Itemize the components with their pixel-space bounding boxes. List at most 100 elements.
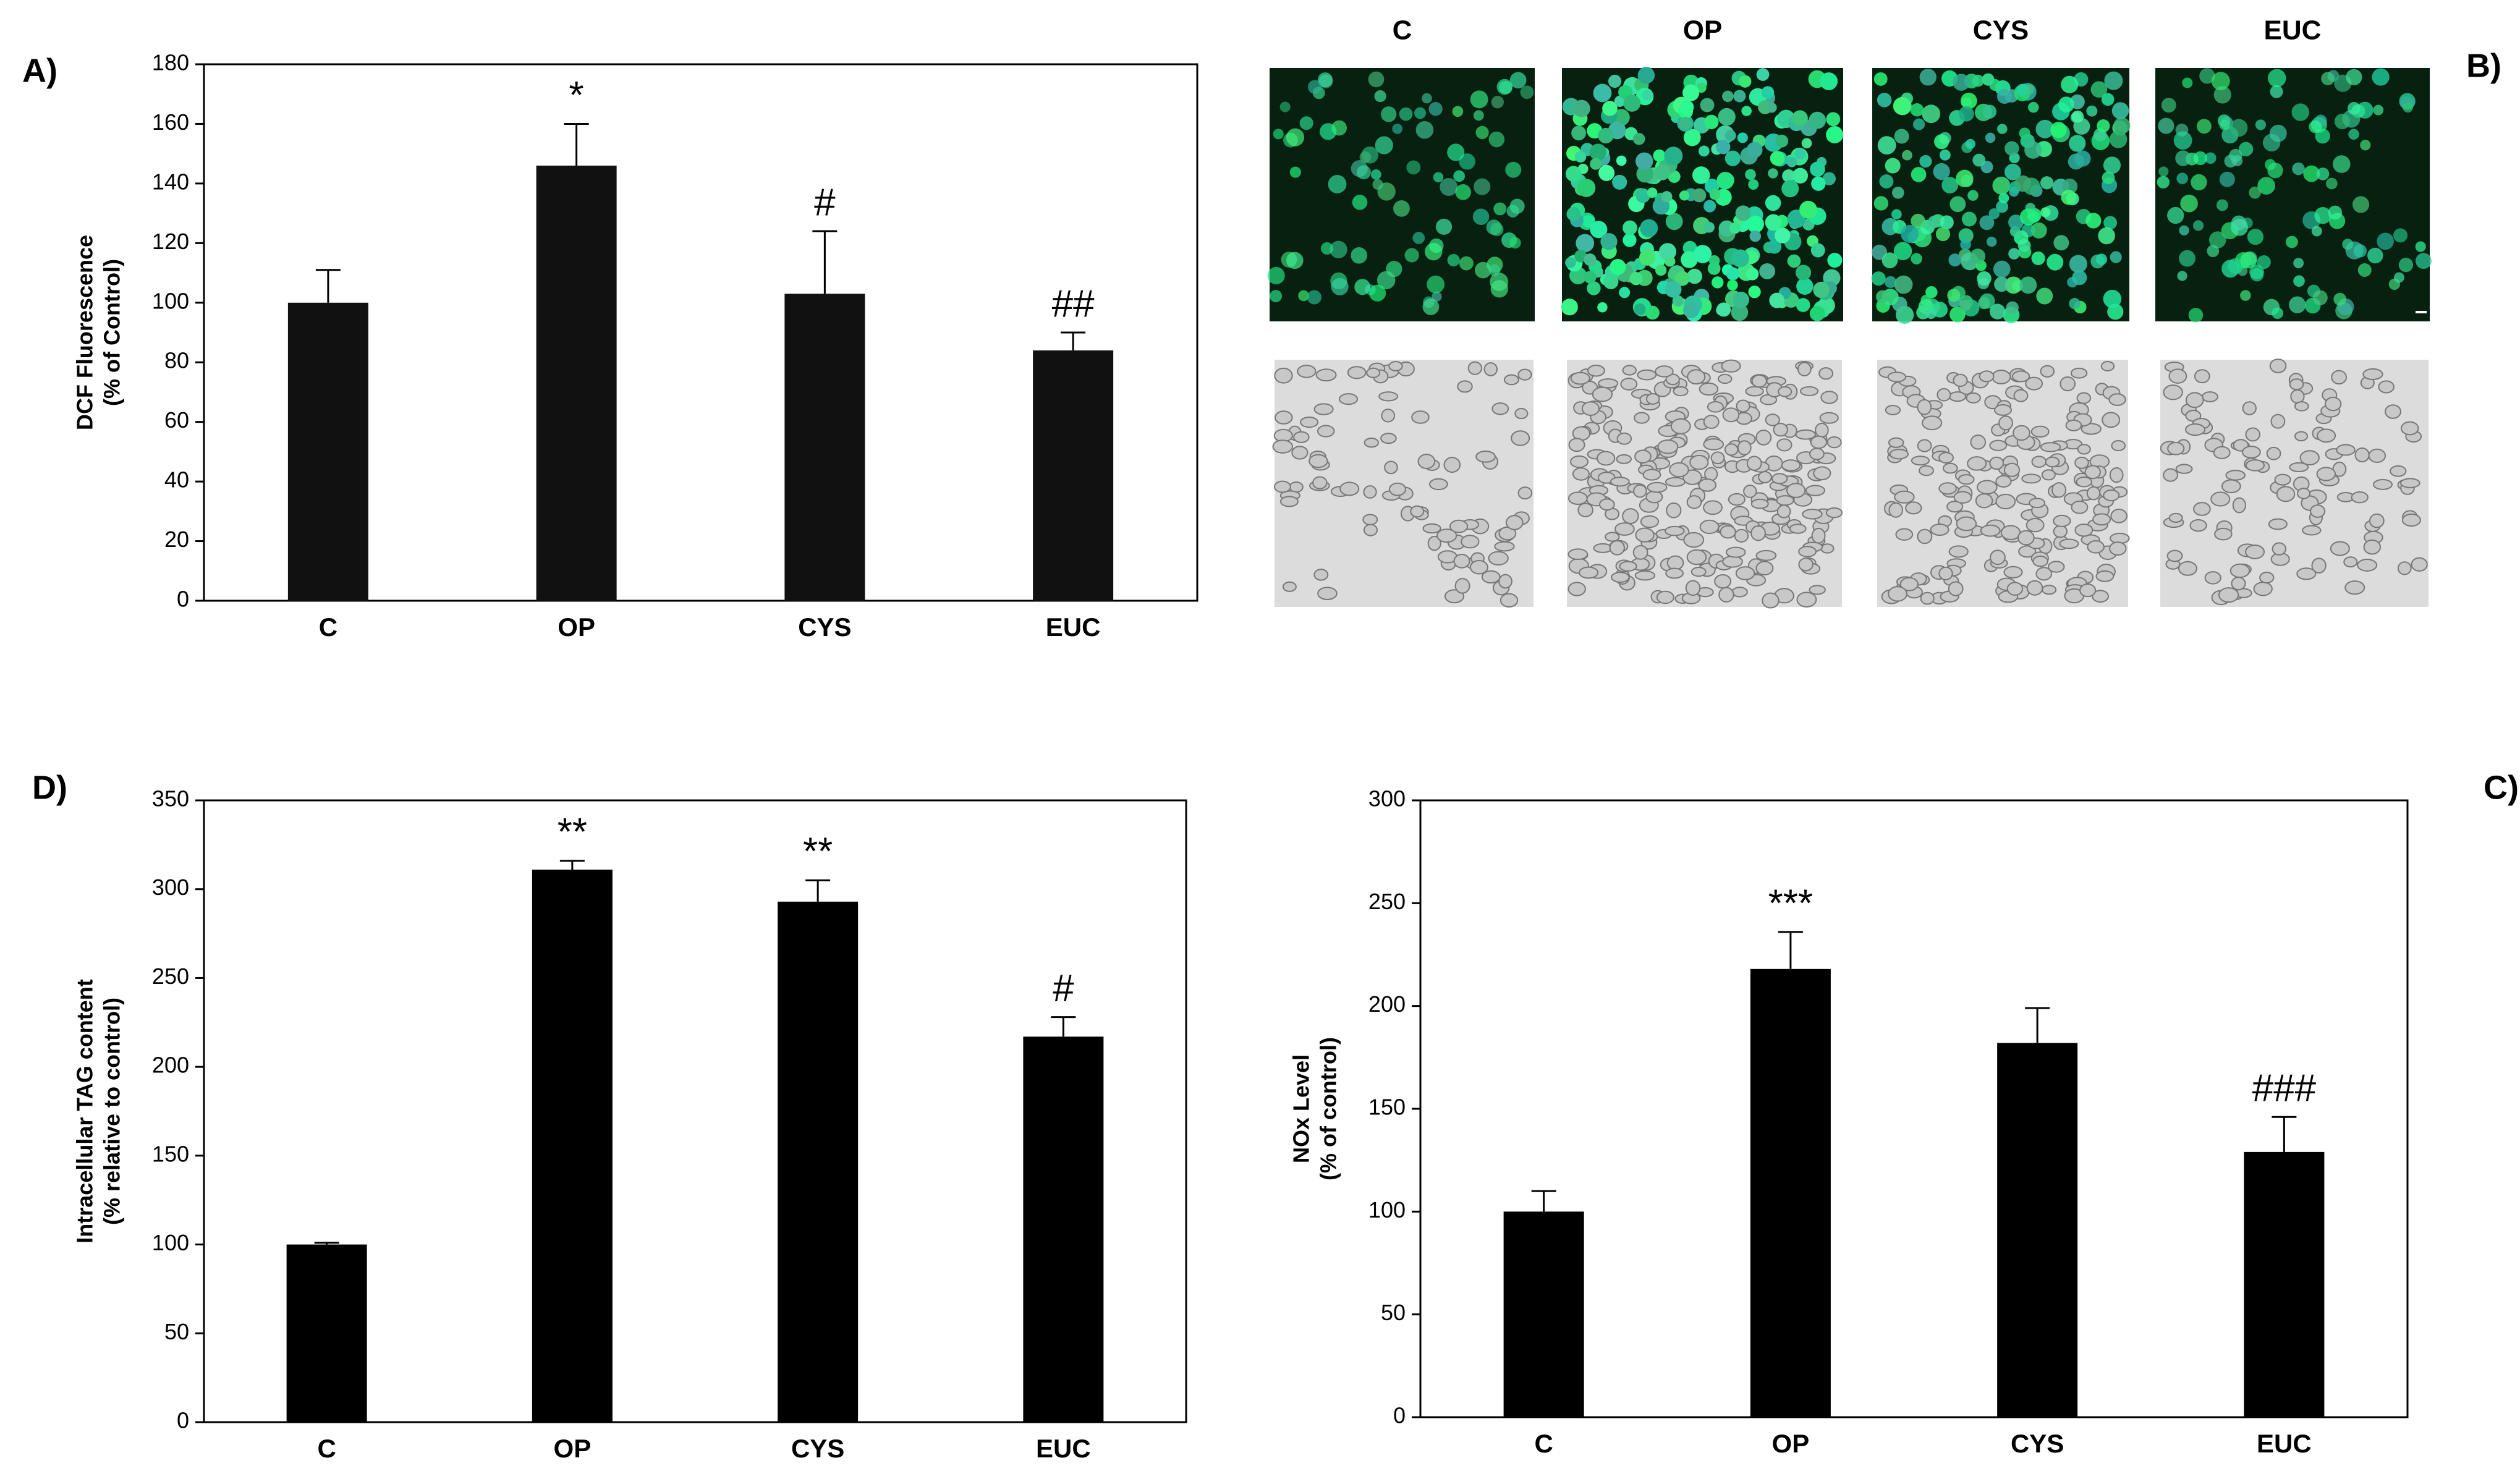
cell [1455, 184, 1471, 200]
y-tick-label: 200 [1368, 991, 1406, 1017]
cell-outline [1938, 566, 1953, 580]
cell-outline [1920, 591, 1935, 605]
cell [1756, 68, 1770, 81]
cell-outline [1673, 386, 1689, 397]
cell-outline [2110, 509, 2128, 523]
cell-outline [1724, 443, 1739, 456]
cell-outline [1634, 570, 1656, 581]
cell-outline [2163, 468, 2178, 482]
x-tick-label: EUC [1046, 612, 1101, 642]
cell [1940, 215, 1954, 230]
cell [1375, 136, 1393, 155]
y-tick-label: 50 [164, 1319, 189, 1344]
cell-outline [1797, 362, 1812, 376]
fluorescence-image [2155, 68, 2430, 321]
cell-outline [1930, 523, 1949, 536]
cell [1647, 187, 1658, 198]
x-tick-label: EUC [1036, 1434, 1091, 1463]
x-tick-label: C [317, 1434, 336, 1463]
panel-label: D) [32, 769, 67, 806]
bar [1997, 1043, 2078, 1417]
cell-outline [2053, 525, 2068, 538]
cell-outline [2289, 462, 2309, 473]
cell [1509, 72, 1527, 89]
cell [1826, 112, 1841, 127]
cell [1748, 179, 1759, 190]
cell-outline [1577, 502, 1593, 517]
cell-outline [1989, 456, 2005, 470]
cell-outline [1717, 373, 1733, 384]
cell [1298, 290, 1310, 302]
error-bar [1051, 1016, 1076, 1037]
cell-outline [1275, 410, 1293, 425]
cell [1970, 248, 1986, 264]
cell [2377, 232, 2394, 250]
cell-outline [2103, 489, 2120, 502]
cell-outline [1313, 569, 1329, 581]
cell-outline [1703, 415, 1720, 429]
cell-outline [1956, 516, 1977, 532]
cell-outline [1273, 480, 1291, 493]
cell-outline [1666, 555, 1684, 570]
cell [1703, 221, 1715, 233]
cell-outline [1363, 523, 1378, 536]
cell [1996, 88, 2013, 104]
cell-outline [2071, 500, 2089, 514]
cell-outline [1699, 382, 1719, 396]
cell [2291, 103, 2309, 121]
micrographs [1267, 67, 2432, 609]
cell [1799, 200, 1817, 219]
cell [1453, 170, 1465, 182]
cell [2373, 104, 2384, 116]
cell [1565, 166, 1582, 182]
cell-outline [1467, 361, 1483, 375]
cell-outline [2084, 465, 2101, 480]
cell [1602, 101, 1618, 116]
cell-outline [1786, 483, 1806, 498]
cell [2109, 130, 2128, 148]
cell-outline [1313, 403, 1334, 415]
cell-outline [2095, 570, 2115, 582]
cell-outline [1491, 402, 1509, 415]
cell [2219, 119, 2230, 130]
cell-outline [1568, 582, 1586, 596]
cell [1703, 200, 1716, 213]
cell [1637, 67, 1655, 84]
cell-outline [1751, 374, 1767, 388]
bar [2244, 1151, 2325, 1417]
cell [1692, 166, 1710, 184]
cell-outline [2213, 446, 2231, 459]
cell-outline [1820, 391, 1838, 404]
cell [2326, 177, 2338, 190]
cell [1733, 291, 1749, 308]
cell [2227, 258, 2244, 274]
cell-outline [1707, 400, 1724, 413]
cell [1679, 190, 1690, 201]
cell [1678, 116, 1692, 130]
cell-outline [2378, 380, 2395, 394]
cell [1998, 193, 2009, 204]
cell [2367, 247, 2383, 264]
cell [2255, 119, 2267, 130]
cell [1368, 71, 1385, 88]
cell-outline [1616, 454, 1632, 464]
cell [1496, 78, 1513, 95]
cell-outline [1938, 482, 1957, 495]
cell [1679, 100, 1694, 114]
cell [1792, 167, 1809, 184]
error-bar [315, 269, 341, 303]
cell-outline [2040, 442, 2061, 452]
cell [1879, 174, 1894, 189]
cell [1910, 103, 1924, 117]
cell [1727, 279, 1738, 291]
cell [2328, 205, 2343, 220]
cell [1967, 190, 1979, 201]
cell [2398, 258, 2414, 273]
cell-outline [1809, 447, 1825, 460]
bar [1023, 1036, 1104, 1422]
cell [1939, 149, 1951, 161]
cell [1775, 134, 1789, 148]
cell [2403, 102, 2414, 113]
significance-label: ** [803, 831, 833, 873]
cell-outline [1938, 452, 1954, 464]
